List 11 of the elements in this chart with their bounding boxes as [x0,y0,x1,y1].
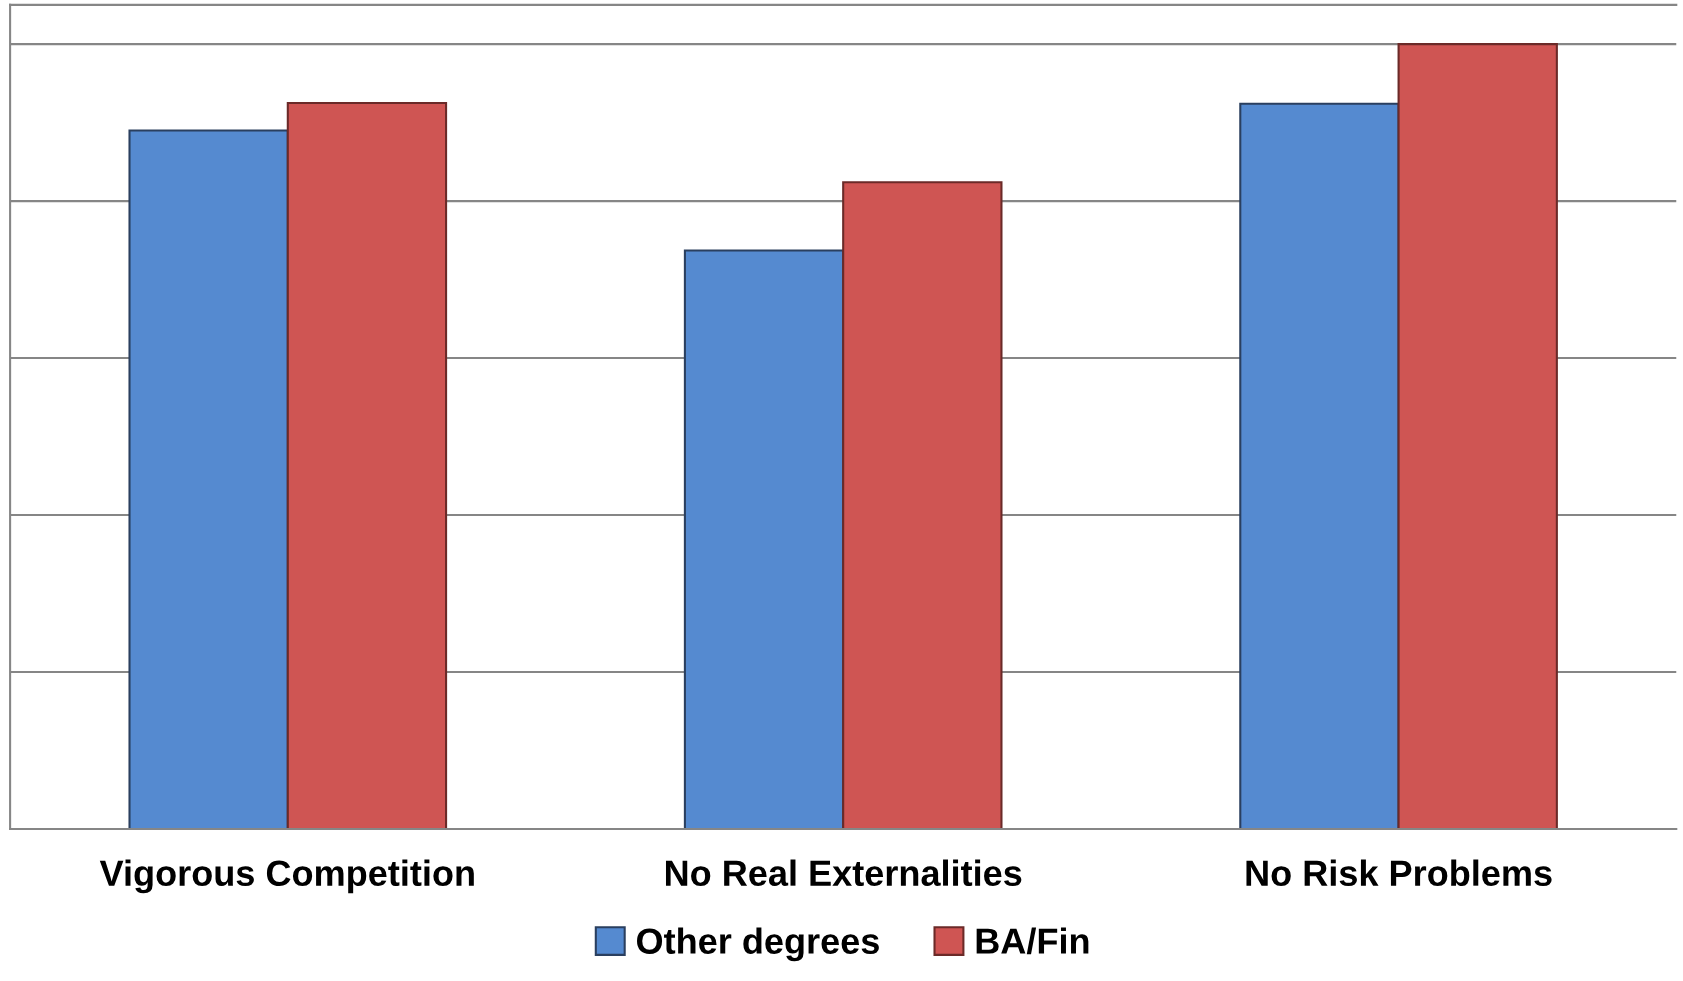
x-tick-label: No Risk Problems [1246,859,1552,887]
legend-label: Other degrees [637,927,879,962]
bar [1239,102,1400,829]
legend-label: BA/Fin [976,927,1089,955]
bar [286,101,448,829]
x-tick-label: No Real Externalities [665,859,1022,887]
bar [1397,43,1558,829]
bar [842,181,1003,829]
bar [128,129,289,829]
bar [683,249,845,829]
x-tick-label: Vigorous Competition [99,859,474,894]
